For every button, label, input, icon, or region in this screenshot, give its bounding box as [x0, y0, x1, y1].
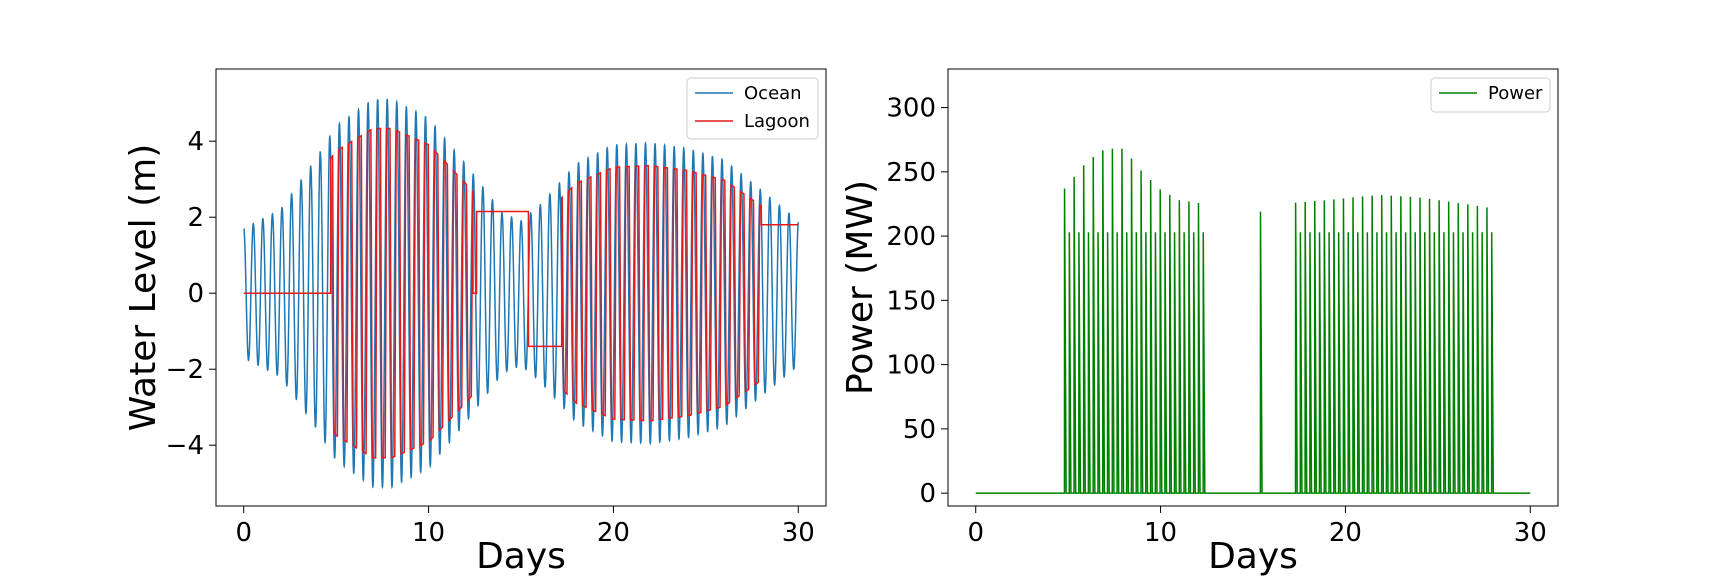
left-x-ticks: 0 10 20 30	[235, 506, 815, 548]
y-tick-label: 4	[187, 127, 204, 157]
y-tick-label: 200	[886, 222, 936, 252]
y-tick-label: 300	[886, 94, 936, 124]
x-tick-label: 20	[597, 518, 630, 548]
water-level-chart: 0 10 20 30 −4 −2 0 2 4 Days Water Level (m) Oce…	[123, 68, 827, 576]
y-tick-label: −4	[166, 431, 204, 461]
y-tick-label: 2	[187, 203, 204, 233]
left-plot-frame	[215, 68, 827, 507]
x-tick-label: 0	[235, 518, 252, 548]
x-tick-label: 30	[782, 518, 815, 548]
y-tick-label: 0	[919, 479, 936, 509]
right-x-axis-label: Days	[1208, 536, 1298, 576]
x-tick-label: 20	[1329, 518, 1362, 548]
y-tick-label: 0	[187, 279, 204, 309]
x-tick-label: 0	[967, 518, 984, 548]
legend-lagoon-label: Lagoon	[744, 111, 810, 132]
legend-ocean-label: Ocean	[744, 83, 802, 104]
x-tick-label: 10	[412, 518, 445, 548]
left-y-ticks: −4 −2 0 2 4	[166, 127, 216, 461]
lagoon-series-line	[243, 127, 799, 459]
x-tick-label: 10	[1144, 518, 1177, 548]
y-tick-label: 250	[886, 158, 936, 188]
y-tick-label: 150	[886, 286, 936, 316]
left-x-axis-label: Days	[476, 536, 566, 576]
power-chart: 0 10 20 30 0 50 100 150 200 250 300 Days Power (M…	[840, 68, 1559, 576]
left-y-axis-label: Water Level (m)	[123, 144, 164, 432]
y-tick-label: −2	[166, 355, 204, 385]
ocean-series-line	[243, 98, 800, 490]
right-y-ticks: 0 50 100 150 200 250 300	[886, 94, 948, 509]
right-plot-frame	[947, 68, 1559, 507]
right-x-ticks: 0 10 20 30	[967, 506, 1547, 548]
right-legend: Power	[1430, 77, 1551, 113]
left-legend: Ocean Lagoon	[686, 77, 819, 140]
y-tick-label: 100	[886, 351, 936, 381]
x-tick-label: 30	[1514, 518, 1547, 548]
y-tick-label: 50	[903, 415, 936, 445]
power-series-line	[975, 148, 1531, 494]
legend-power-label: Power	[1488, 83, 1543, 104]
right-y-axis-label: Power (MW)	[840, 180, 881, 395]
